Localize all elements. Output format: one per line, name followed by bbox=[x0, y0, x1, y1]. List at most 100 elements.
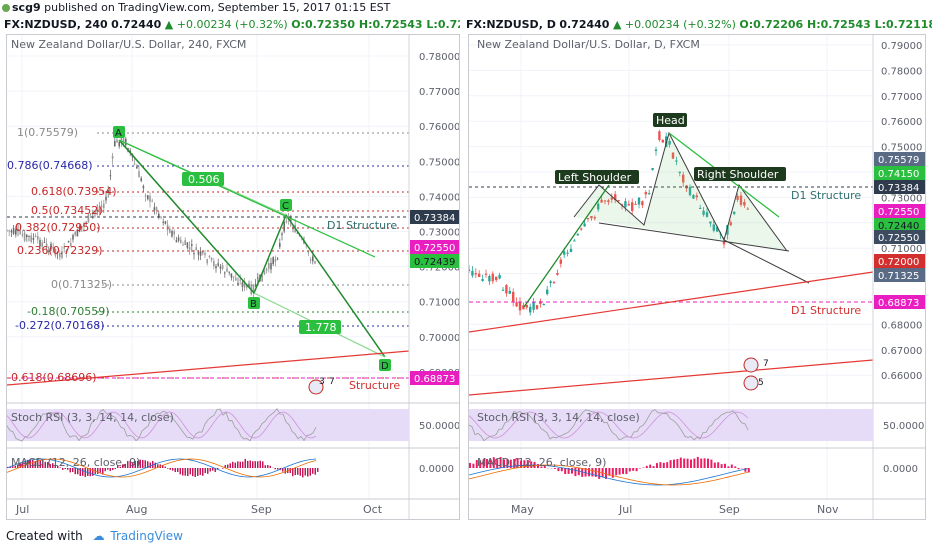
right-candle-body bbox=[478, 273, 481, 277]
left-macd-bar bbox=[299, 468, 301, 476]
right-macd-bar bbox=[588, 468, 590, 477]
right-candle-body bbox=[481, 278, 484, 281]
right-price-tag-text: 0.72550 bbox=[878, 207, 919, 218]
right-price-tag-text: 0.72440 bbox=[878, 221, 919, 232]
right-candle-body bbox=[563, 251, 566, 255]
right-macd-bar bbox=[526, 460, 529, 468]
left-candle-body bbox=[162, 221, 164, 223]
right-d1-structure-label: D1 Structure bbox=[791, 189, 861, 202]
right-candle-body bbox=[739, 195, 743, 205]
right-price-tag-text: 0.75579 bbox=[878, 155, 919, 166]
left-macd-bar bbox=[184, 468, 186, 476]
right-macd-bar bbox=[618, 468, 621, 475]
left-stoch-k bbox=[7, 408, 317, 442]
left-candle-body bbox=[19, 230, 21, 234]
right-time-label: Jul bbox=[618, 503, 632, 516]
left-candle-body bbox=[70, 243, 72, 246]
right-symbol[interactable]: FX:NZDUSD, D bbox=[466, 18, 556, 31]
left-price-tag-text: 0.68873 bbox=[414, 374, 455, 385]
right-price-tick: 0.77000 bbox=[881, 92, 922, 103]
left-candle-body bbox=[169, 228, 171, 233]
left-chart-pane[interactable]: 1(0.75579) 0.786(0.74668) 0.618(0.73954) 0.… bbox=[6, 34, 460, 520]
right-chart-svg[interactable]: Left Shoulder Head Right Shoulder D1 Struct… bbox=[469, 35, 926, 520]
left-candle-body bbox=[26, 234, 28, 238]
right-candle-body bbox=[474, 273, 477, 275]
left-macd-bar bbox=[74, 468, 76, 475]
right-price-tag-text: 0.74150 bbox=[878, 169, 919, 180]
left-macd-bar bbox=[192, 468, 194, 477]
left-macd-bar bbox=[57, 465, 59, 468]
left-macd-line bbox=[7, 458, 317, 478]
right-price-tick: 0.79000 bbox=[881, 41, 922, 52]
user-avatar[interactable] bbox=[2, 4, 10, 12]
left-candle-body bbox=[72, 235, 74, 240]
left-candle-body bbox=[199, 251, 202, 256]
right-candle-body bbox=[529, 306, 532, 313]
left-macd-bar bbox=[252, 461, 254, 468]
left-candle-body bbox=[221, 265, 224, 269]
left-candle-body bbox=[279, 243, 281, 247]
left-price-tick: 0.75000 bbox=[419, 157, 460, 168]
right-macd-bar bbox=[543, 465, 546, 468]
publisher-user[interactable]: scg9 bbox=[12, 1, 41, 14]
right-event-badge-icon-2 bbox=[743, 375, 759, 391]
right-candle-body bbox=[627, 204, 630, 206]
left-candle-body bbox=[188, 247, 191, 250]
right-candle-body bbox=[600, 199, 603, 203]
left-macd-bar bbox=[149, 462, 151, 468]
left-macd-bar bbox=[237, 461, 239, 468]
right-candle-body bbox=[505, 284, 508, 294]
right-candle-body bbox=[736, 195, 739, 200]
left-point-marker bbox=[248, 297, 260, 309]
left-candle-body bbox=[17, 229, 19, 231]
right-macd-bar bbox=[520, 460, 522, 468]
left-candle-body bbox=[7, 229, 8, 231]
tradingview-brand[interactable]: TradingView bbox=[110, 529, 183, 543]
left-macd-bar bbox=[222, 468, 224, 469]
right-candle-body bbox=[488, 275, 491, 282]
left-structure-label: Structure bbox=[349, 379, 400, 392]
left-macd-bar bbox=[19, 463, 21, 468]
left-macd-bar bbox=[232, 461, 234, 468]
right-macd-bar bbox=[707, 458, 709, 468]
right-candle-body bbox=[722, 242, 726, 245]
left-candle-body bbox=[98, 207, 101, 213]
left-macd-bar bbox=[24, 460, 26, 468]
left-macd-bar bbox=[309, 468, 311, 476]
right-macd-bar bbox=[591, 468, 594, 477]
left-candle-body bbox=[76, 229, 79, 237]
left-macd-bar bbox=[137, 460, 139, 468]
left-last-price: 0.72440 bbox=[111, 18, 162, 31]
left-candle-body bbox=[307, 250, 310, 253]
left-labels: 1(0.75579) 0.786(0.74668) 0.618(0.73954) 0.… bbox=[7, 126, 400, 395]
right-macd-bar bbox=[492, 457, 495, 468]
left-price-tick: 0.74000 bbox=[419, 192, 460, 203]
right-macd-bar bbox=[615, 468, 618, 476]
left-macd-bar bbox=[14, 465, 16, 468]
right-pattern-label: Right Shoulder bbox=[697, 168, 779, 181]
left-candle-body bbox=[246, 284, 248, 288]
left-point-label: C bbox=[282, 201, 289, 212]
left-candle-body bbox=[213, 261, 215, 267]
left-macd-bar bbox=[47, 462, 49, 468]
left-chart-svg[interactable]: 1(0.75579) 0.786(0.74668) 0.618(0.73954) 0.… bbox=[7, 35, 460, 520]
right-macd-bar bbox=[683, 458, 686, 468]
left-macd-bar bbox=[257, 461, 259, 468]
right-candle-body bbox=[590, 216, 593, 219]
right-chart-pane[interactable]: Left Shoulder Head Right Shoulder D1 Struct… bbox=[468, 34, 926, 520]
left-macd-bar bbox=[314, 468, 316, 475]
right-price-tick: 0.67000 bbox=[881, 346, 922, 357]
left-candle-body bbox=[153, 207, 156, 211]
right-candle-body bbox=[603, 200, 607, 202]
right-time-axis[interactable]: May Jul Sep Nov bbox=[511, 503, 839, 516]
left-symbol[interactable]: FX:NZDUSD, 240 bbox=[4, 18, 108, 31]
left-time-axis[interactable]: Jul Aug Sep Oct bbox=[15, 503, 383, 516]
right-candle-body bbox=[678, 171, 681, 173]
left-candle-body bbox=[78, 226, 81, 232]
right-macd-bar bbox=[598, 468, 601, 479]
right-price-scale[interactable]: 0.790000.780000.770000.760000.750000.740… bbox=[874, 41, 926, 382]
right-candle-body bbox=[471, 270, 474, 276]
right-candle-body bbox=[661, 139, 664, 143]
left-price-scale[interactable]: 0.78000 0.77000 0.76000 0.75000 0.74000 0.730… bbox=[410, 52, 460, 385]
tradingview-logo-icon[interactable]: ☁ bbox=[92, 529, 105, 543]
